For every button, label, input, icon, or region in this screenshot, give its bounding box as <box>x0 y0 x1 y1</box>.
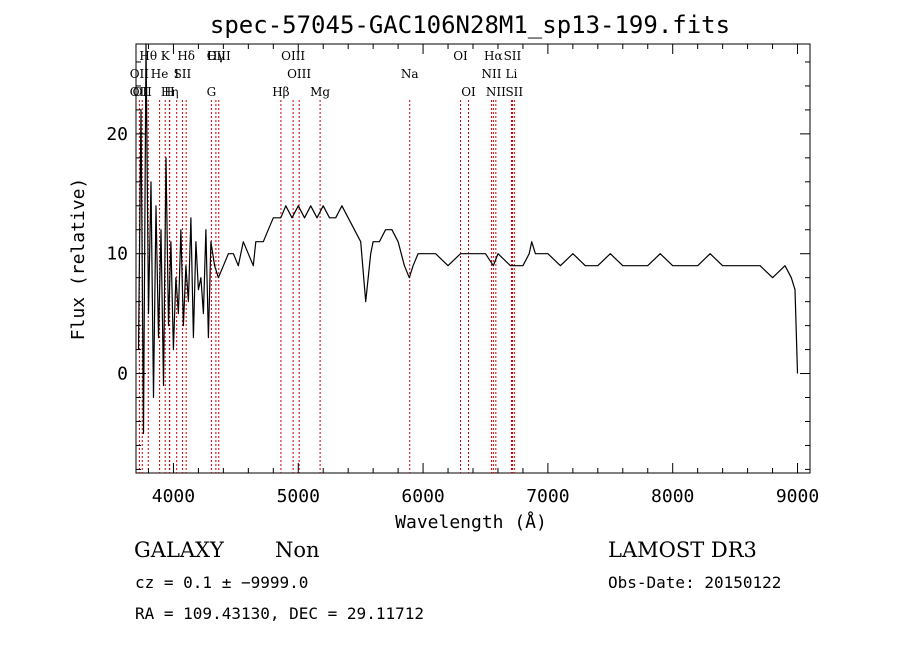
line-label-10-1: SII <box>174 67 192 81</box>
y-tick-label-2: 20 <box>106 124 128 145</box>
line-label-4-2: Hη <box>161 85 179 99</box>
x-tick-label-2: 6000 <box>401 486 444 507</box>
line-label-14-0: OIII <box>281 49 305 63</box>
x-tick-label-5: 9000 <box>776 486 819 507</box>
y-tick-label-0: 0 <box>117 364 128 385</box>
object-class: GALAXY <box>134 538 224 562</box>
tick-labels: 4000 5000 6000 7000 8000 9000 0 10 20 <box>106 124 819 507</box>
line-label-21-0: Hα <box>484 49 503 63</box>
line-label-16-2: Mg <box>310 85 330 99</box>
line-label-5-1: I <box>174 67 179 81</box>
chart-title: spec-57045-GAC106N28M1_sp13-199.fits <box>210 11 730 39</box>
line-label-20-1: NII <box>481 67 501 81</box>
x-axis-label: Wavelength (Å) <box>395 511 547 533</box>
line-label-24-0: SII <box>504 49 522 63</box>
line-label-0-2: OII <box>130 85 150 99</box>
redshift-cz: cz = 0.1 ± −9999.0 <box>135 573 309 592</box>
line-label-12-0: OIII <box>207 49 231 63</box>
ra-dec: RA = 109.43130, DEC = 29.11712 <box>135 604 424 623</box>
line-label-13-2: Hβ <box>272 85 289 99</box>
object-subclass: Non <box>275 538 320 562</box>
x-tick-label-0: 4000 <box>152 486 195 507</box>
y-tick-label-1: 10 <box>106 244 128 265</box>
line-label-3-1: He <box>151 67 169 81</box>
x-tick-label-1: 5000 <box>277 486 320 507</box>
line-label-8-0: K <box>161 49 171 63</box>
line-label-7-0: Hγ <box>207 49 225 63</box>
obs-date: Obs-Date: 20150122 <box>608 573 782 592</box>
plot-frame <box>135 43 811 474</box>
line-label-19-2: OI <box>461 85 476 99</box>
series-line-0 <box>137 43 799 435</box>
line-label-2-0: Hθ <box>139 49 157 63</box>
line-label-17-1: Na <box>401 67 419 81</box>
line-label-15-1: OIII <box>287 67 311 81</box>
x-tick-label-3: 7000 <box>526 486 569 507</box>
line-label-11-2: G <box>207 85 217 99</box>
line-label-18-0: OI <box>453 49 468 63</box>
y-axis-label: Flux (relative) <box>68 178 89 341</box>
line-label-1-2: OII <box>133 85 153 99</box>
line-label-0-1: OII <box>130 67 150 81</box>
line-label-25-2: SII <box>505 85 523 99</box>
survey-name: LAMOST DR3 <box>608 538 757 562</box>
spectrum-series <box>137 43 799 435</box>
line-label-23-1: Li <box>506 67 518 81</box>
line-label-22-2: NII <box>486 85 506 99</box>
line-label-6-0: Hδ <box>177 49 195 63</box>
axis-ticks <box>136 44 810 473</box>
emission-line-markers <box>138 100 515 473</box>
line-label-9-2: H <box>164 85 174 99</box>
plot-border <box>135 43 811 474</box>
x-tick-label-4: 8000 <box>651 486 694 507</box>
